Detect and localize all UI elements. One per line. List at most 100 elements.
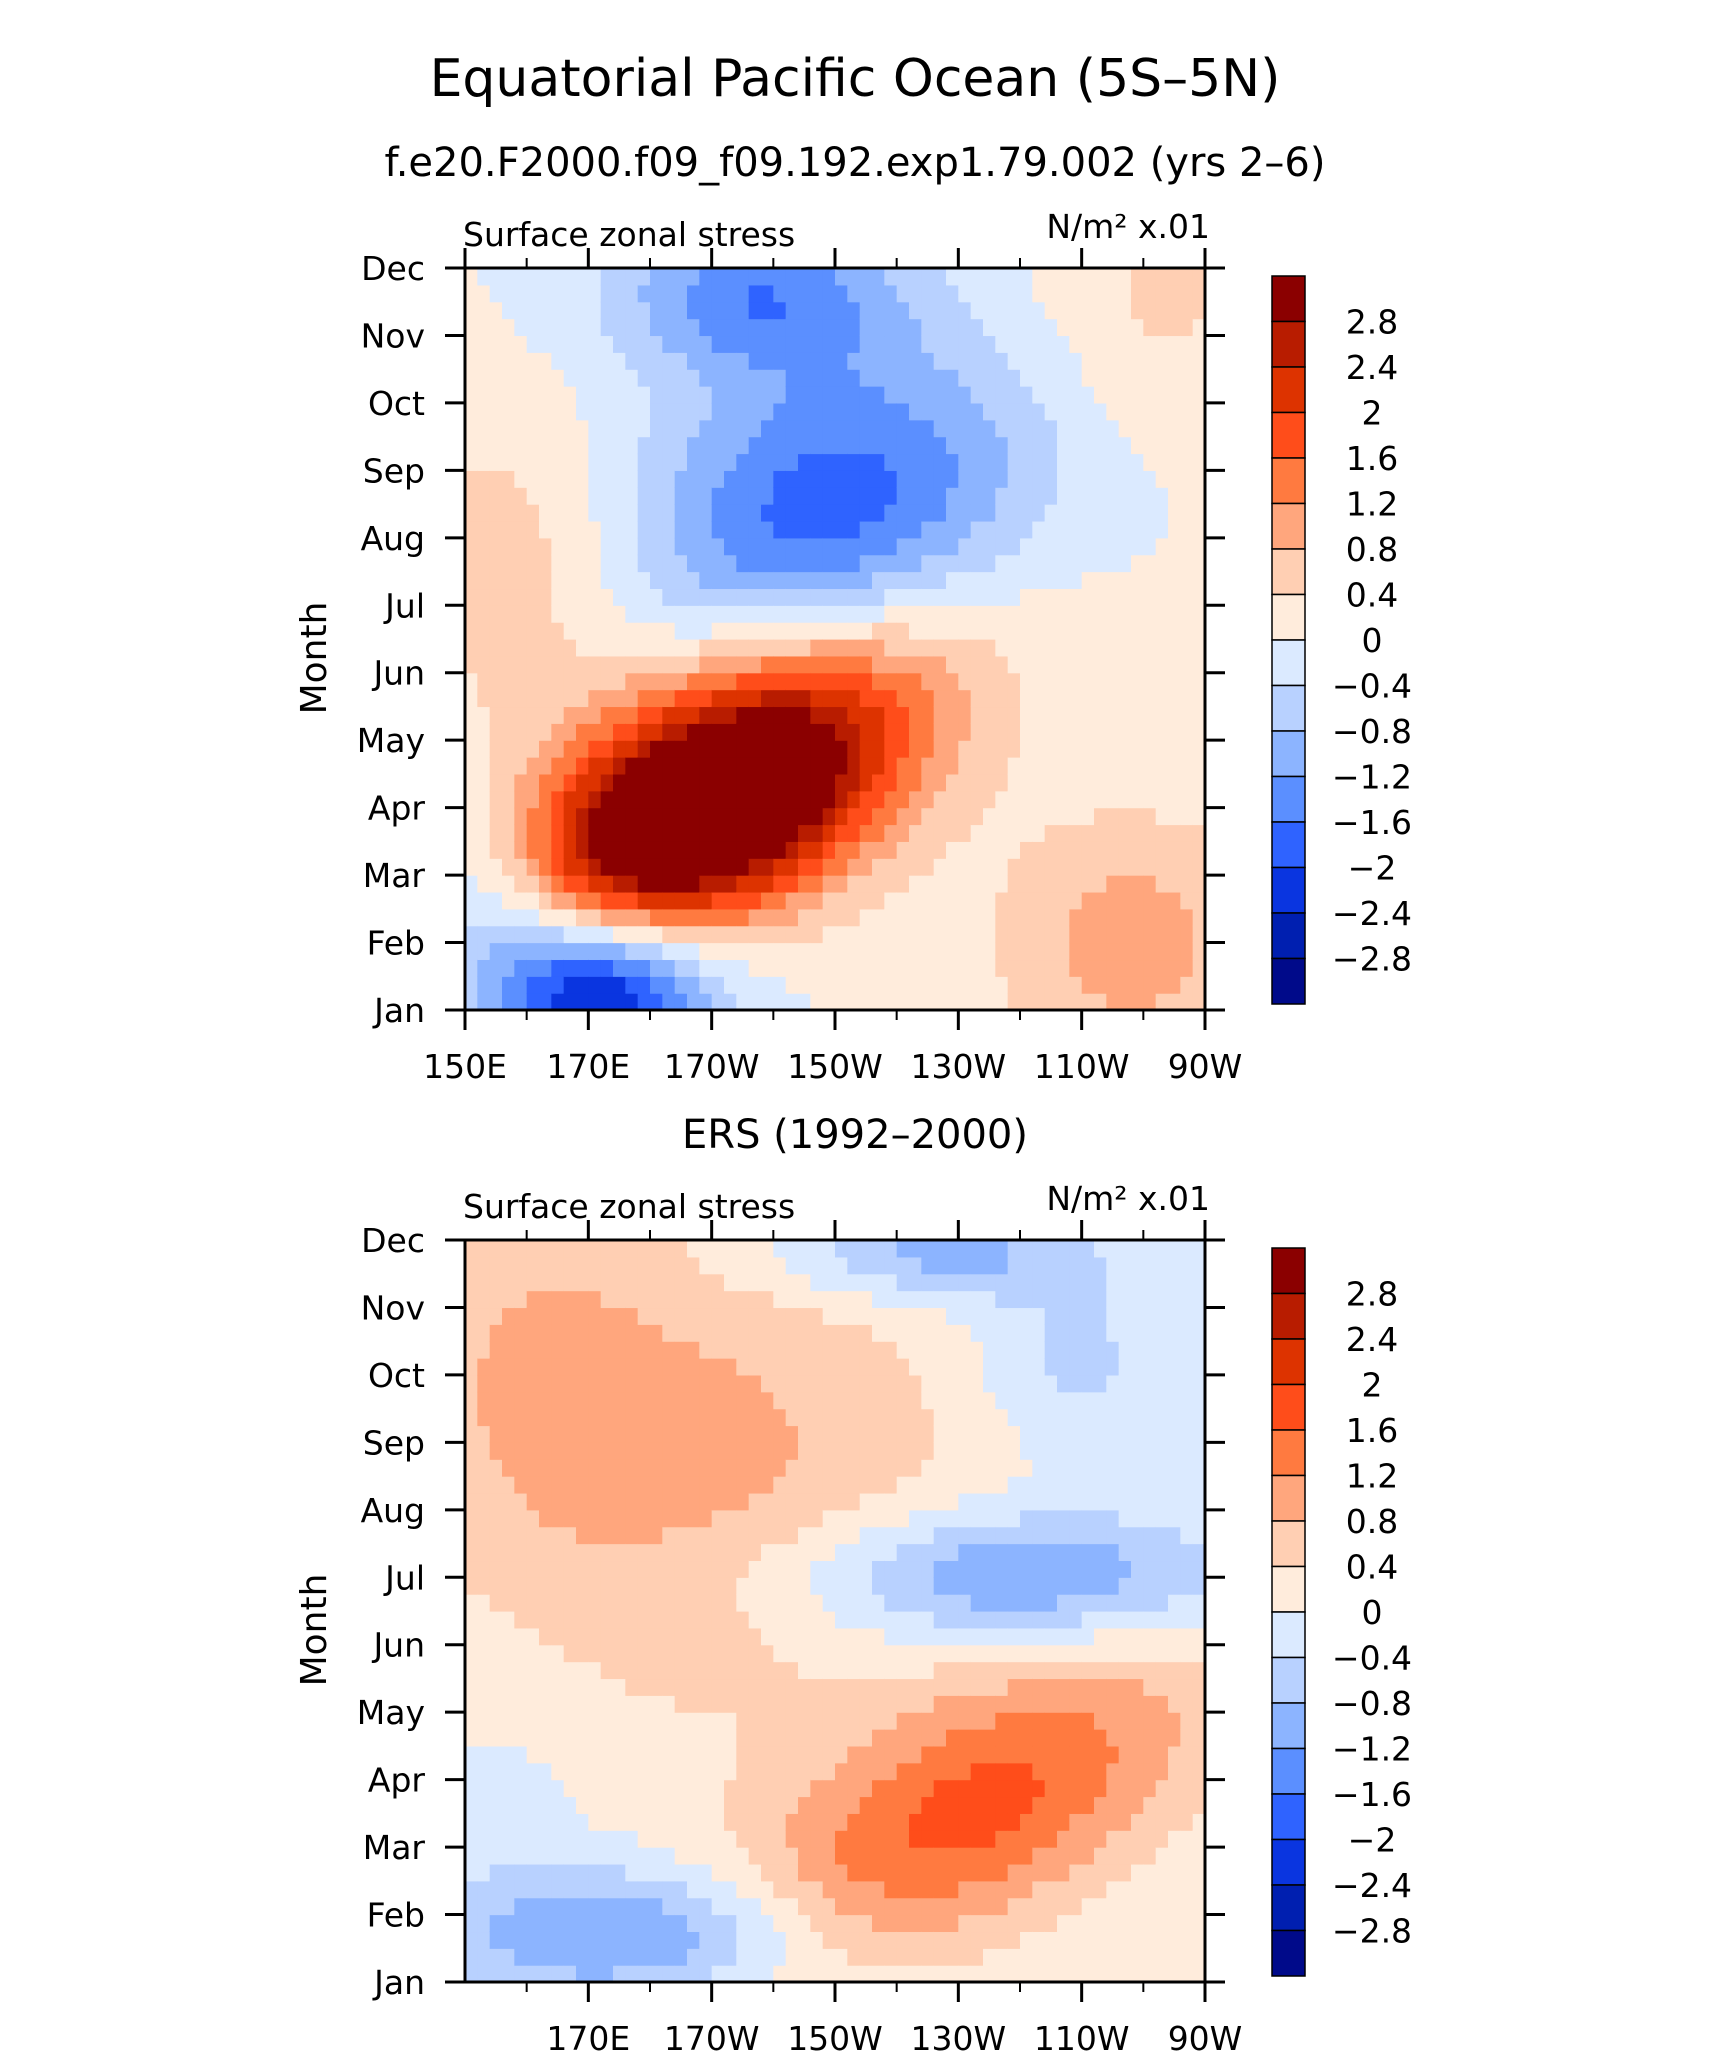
heatmap-cell — [539, 403, 552, 420]
heatmap-cell — [514, 1813, 527, 1830]
heatmap-cell — [1106, 302, 1119, 319]
heatmap-cell — [662, 1307, 675, 1324]
heatmap-cell — [539, 791, 552, 808]
heatmap-cell — [527, 420, 540, 437]
heatmap-cell — [1045, 268, 1058, 285]
heatmap-cell — [897, 319, 910, 336]
heatmap-cell — [465, 555, 478, 572]
heatmap-cell — [712, 976, 725, 993]
heatmap-cell — [712, 1240, 725, 1257]
heatmap-cell — [551, 1274, 564, 1291]
heatmap-cell — [847, 605, 860, 622]
heatmap-cell — [1143, 993, 1156, 1010]
heatmap-cell — [909, 976, 922, 993]
heatmap-cell — [847, 1915, 860, 1932]
heatmap-cell — [675, 1341, 688, 1358]
heatmap-cell — [773, 605, 786, 622]
heatmap-cell — [724, 1948, 737, 1965]
heatmap-cell — [736, 420, 749, 437]
heatmap-cell — [539, 285, 552, 302]
heatmap-cell — [613, 1493, 626, 1510]
heatmap-cell — [662, 1746, 675, 1763]
heatmap-cell — [601, 690, 614, 707]
heatmap-cell — [576, 1729, 589, 1746]
heatmap-cell — [724, 454, 737, 471]
heatmap-cell — [724, 740, 737, 757]
heatmap-cell — [971, 504, 984, 521]
heatmap-cell — [1131, 403, 1144, 420]
heatmap-cell — [847, 369, 860, 386]
heatmap-cell — [736, 555, 749, 572]
heatmap-cell — [909, 706, 922, 723]
heatmap-cell — [884, 723, 897, 740]
heatmap-cell — [1057, 639, 1070, 656]
heatmap-cell — [588, 892, 601, 909]
heatmap-cell — [1057, 791, 1070, 808]
heatmap-cell — [613, 926, 626, 943]
heatmap-cell — [712, 1864, 725, 1881]
heatmap-cell — [823, 757, 836, 774]
heatmap-cell — [1057, 1560, 1070, 1577]
heatmap-cell — [527, 1780, 540, 1797]
heatmap-cell — [909, 1864, 922, 1881]
heatmap-cell — [897, 706, 910, 723]
heatmap-cell — [1180, 352, 1193, 369]
heatmap-cell — [613, 1409, 626, 1426]
heatmap-cell — [958, 673, 971, 690]
heatmap-cell — [971, 1324, 984, 1341]
heatmap-cell — [514, 420, 527, 437]
heatmap-cell — [502, 268, 515, 285]
heatmap-cell — [465, 1291, 478, 1308]
heatmap-cell — [564, 1628, 577, 1645]
heatmap-cell — [613, 555, 626, 572]
heatmap-cell — [1008, 1678, 1021, 1695]
heatmap-cell — [675, 504, 688, 521]
heatmap-cell — [662, 1409, 675, 1426]
heatmap-cell — [835, 1358, 848, 1375]
heatmap-cell — [613, 1274, 626, 1291]
heatmap-cell — [761, 1965, 774, 1982]
heatmap-cell — [909, 639, 922, 656]
heatmap-cell — [798, 1341, 811, 1358]
heatmap-cell — [971, 1240, 984, 1257]
heatmap-cell — [662, 1797, 675, 1814]
heatmap-cell — [983, 1291, 996, 1308]
heatmap-cell — [1045, 706, 1058, 723]
heatmap-cell — [921, 1948, 934, 1965]
heatmap-cell — [921, 1915, 934, 1932]
heatmap-cell — [613, 437, 626, 454]
heatmap-cell — [699, 1948, 712, 1965]
heatmap-cell — [1180, 909, 1193, 926]
heatmap-cell — [736, 959, 749, 976]
heatmap-cell — [638, 1678, 651, 1695]
heatmap-cell — [687, 959, 700, 976]
heatmap-cell — [539, 1274, 552, 1291]
heatmap-cell — [601, 656, 614, 673]
heatmap-cell — [613, 909, 626, 926]
heatmap-cell — [576, 1881, 589, 1898]
heatmap-cell — [810, 723, 823, 740]
heatmap-cell — [934, 909, 947, 926]
heatmap-cell — [724, 386, 737, 403]
heatmap-cell — [884, 268, 897, 285]
heatmap-cell — [502, 437, 515, 454]
heatmap-cell — [551, 1915, 564, 1932]
heatmap-cell — [934, 774, 947, 791]
heatmap-cell — [1057, 926, 1070, 943]
heatmap-cell — [613, 1645, 626, 1662]
heatmap-cell — [465, 1915, 478, 1932]
heatmap-cell — [588, 1763, 601, 1780]
heatmap-cell — [650, 706, 663, 723]
heatmap-cell — [1069, 1375, 1082, 1392]
heatmap-cell — [1020, 1307, 1033, 1324]
heatmap-cell — [1082, 1628, 1095, 1645]
heatmap-cell — [860, 285, 873, 302]
heatmap-cell — [1069, 1965, 1082, 1982]
heatmap-cell — [958, 959, 971, 976]
heatmap-cell — [601, 1931, 614, 1948]
heatmap-cell — [1119, 656, 1132, 673]
heatmap-cell — [921, 723, 934, 740]
heatmap-cell — [514, 335, 527, 352]
heatmap-cell — [736, 1544, 749, 1561]
heatmap-cell — [786, 1459, 799, 1476]
